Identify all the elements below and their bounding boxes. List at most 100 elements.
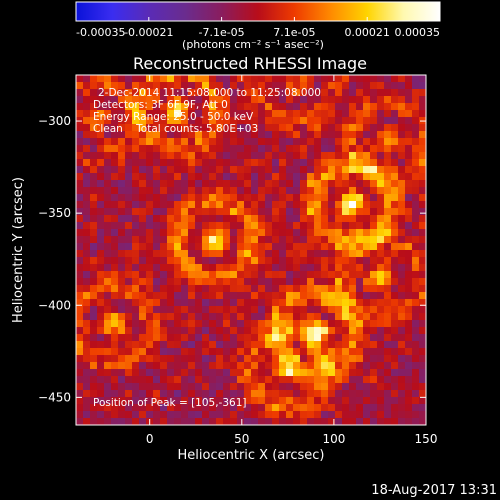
heatmap-cell xyxy=(300,131,308,139)
heatmap-cell xyxy=(335,264,343,272)
heatmap-cell xyxy=(356,369,364,377)
heatmap-cell xyxy=(265,222,273,230)
heatmap-cell xyxy=(230,250,238,258)
heatmap-cell xyxy=(328,313,336,321)
heatmap-cell xyxy=(111,89,119,97)
heatmap-cell xyxy=(76,327,84,335)
heatmap-cell xyxy=(174,299,182,307)
heatmap-cell xyxy=(174,180,182,188)
heatmap-cell xyxy=(118,131,126,139)
heatmap-cell xyxy=(118,243,126,251)
heatmap-cell xyxy=(223,110,231,118)
heatmap-cell xyxy=(167,152,175,160)
heatmap-cell xyxy=(314,278,322,286)
heatmap-cell xyxy=(321,166,329,174)
heatmap-cell xyxy=(328,348,336,356)
heatmap-cell xyxy=(398,110,406,118)
heatmap-cell xyxy=(237,75,245,83)
heatmap-cell xyxy=(370,257,378,265)
heatmap-cell xyxy=(118,250,126,258)
heatmap-cell xyxy=(216,390,224,398)
heatmap-cell xyxy=(377,299,385,307)
heatmap-cell xyxy=(104,320,112,328)
heatmap-cell xyxy=(349,250,357,258)
heatmap-cell xyxy=(237,383,245,391)
heatmap-cell xyxy=(83,306,91,314)
heatmap-cell xyxy=(398,194,406,202)
heatmap-cell xyxy=(342,404,350,412)
heatmap-cell xyxy=(279,152,287,160)
heatmap-cell xyxy=(209,250,217,258)
annotation-block: 2-Dec-2014 11:15:08.000 to 11:25:08.000 … xyxy=(93,87,321,409)
heatmap-cell xyxy=(125,362,133,370)
heatmap-cell xyxy=(118,411,126,419)
heatmap-cell xyxy=(349,208,357,216)
colorbar-ticks: -0.00035-0.00021 -7.1e-05 7.1e-05 0.00021 0.… xyxy=(75,17,441,39)
heatmap-cell xyxy=(223,320,231,328)
heatmap-cell xyxy=(377,145,385,153)
heatmap-cell xyxy=(293,152,301,160)
heatmap-cell xyxy=(209,299,217,307)
heatmap-cell xyxy=(125,159,133,167)
heatmap-cell xyxy=(405,285,413,293)
heatmap-cell xyxy=(174,341,182,349)
heatmap-cell xyxy=(328,285,336,293)
heatmap-cell xyxy=(139,124,147,132)
heatmap-cell xyxy=(237,145,245,153)
heatmap-cell xyxy=(314,369,322,377)
heatmap-cell xyxy=(216,208,224,216)
heatmap-cell xyxy=(160,348,168,356)
heatmap-cell xyxy=(258,75,266,83)
heatmap-cell xyxy=(349,180,357,188)
heatmap-cell xyxy=(139,110,147,118)
heatmap-cell xyxy=(307,152,315,160)
heatmap-cell xyxy=(342,82,350,90)
heatmap-cell xyxy=(174,103,182,111)
heatmap-cell xyxy=(223,236,231,244)
heatmap-cell xyxy=(125,117,133,125)
heatmap-cell xyxy=(265,187,273,195)
heatmap-cell xyxy=(139,96,147,104)
heatmap-cell xyxy=(90,348,98,356)
heatmap-cell xyxy=(90,334,98,342)
heatmap-cell xyxy=(97,341,105,349)
heatmap-cell xyxy=(272,110,280,118)
heatmap-cell xyxy=(195,236,203,244)
heatmap-cell xyxy=(209,152,217,160)
chart-title: Reconstructed RHESSI Image xyxy=(133,54,367,73)
heatmap-cell xyxy=(356,89,364,97)
heatmap-cell xyxy=(216,369,224,377)
heatmap-cell xyxy=(328,383,336,391)
heatmap-cell xyxy=(342,264,350,272)
heatmap-cell xyxy=(265,208,273,216)
heatmap-cell xyxy=(153,320,161,328)
heatmap-cell xyxy=(391,411,399,419)
heatmap-cell xyxy=(265,418,273,425)
heatmap-cell xyxy=(202,110,210,118)
heatmap-cell xyxy=(139,131,147,139)
heatmap-cell xyxy=(118,341,126,349)
heatmap-cell xyxy=(153,411,161,419)
heatmap-cell xyxy=(363,145,371,153)
colorbar-tick-label: -7.1e-05 xyxy=(198,26,244,39)
heatmap-cell xyxy=(272,285,280,293)
heatmap-cell xyxy=(279,215,287,223)
heatmap-cell xyxy=(237,152,245,160)
heatmap-cell xyxy=(160,341,168,349)
heatmap-cell xyxy=(90,327,98,335)
heatmap-cell xyxy=(405,264,413,272)
heatmap-cell xyxy=(90,208,98,216)
heatmap-cell xyxy=(363,180,371,188)
heatmap-cell xyxy=(384,362,392,370)
heatmap-cell xyxy=(279,292,287,300)
heatmap-cell xyxy=(293,222,301,230)
heatmap-cell xyxy=(181,201,189,209)
heatmap-cell xyxy=(300,159,308,167)
heatmap-cell xyxy=(90,110,98,118)
heatmap-cell xyxy=(223,376,231,384)
heatmap-cell xyxy=(335,110,343,118)
heatmap-cell xyxy=(223,166,231,174)
heatmap-cell xyxy=(356,208,364,216)
heatmap-cell xyxy=(314,250,322,258)
heatmap-cell xyxy=(167,75,175,83)
